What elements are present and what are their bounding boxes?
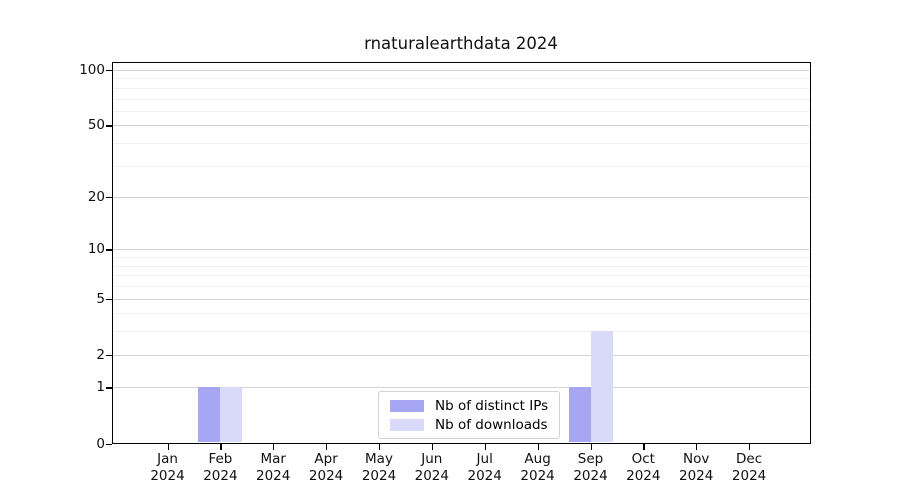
x-tick-label: Nov 2024 bbox=[651, 451, 741, 485]
bar-downloads bbox=[220, 387, 243, 443]
gridline-minor bbox=[113, 265, 809, 267]
x-tick-label: May 2024 bbox=[334, 451, 424, 485]
y-tick-label: 20 bbox=[87, 189, 105, 206]
x-tick bbox=[326, 444, 328, 450]
x-tick bbox=[431, 444, 434, 450]
x-tick bbox=[696, 444, 698, 450]
bar-distinct-ips bbox=[568, 387, 591, 443]
gridline-minor bbox=[113, 143, 809, 144]
x-tick-year: 2024 bbox=[308, 468, 344, 484]
x-tick-month: Apr bbox=[314, 451, 338, 467]
gridline-major bbox=[113, 197, 809, 199]
x-tick bbox=[167, 444, 169, 450]
x-tick-month: Aug bbox=[524, 451, 551, 467]
y-tick-label: 0 bbox=[96, 435, 105, 452]
y-tick bbox=[106, 443, 112, 445]
legend-swatch-downloads bbox=[390, 418, 424, 431]
gridline-minor bbox=[113, 286, 809, 287]
x-tick bbox=[273, 444, 275, 450]
x-tick-month: Jan bbox=[157, 451, 178, 467]
x-tick-label: Jul 2024 bbox=[440, 451, 530, 485]
y-tick bbox=[106, 70, 112, 72]
x-tick-label: Aug 2024 bbox=[493, 451, 583, 485]
gridline-minor bbox=[113, 165, 809, 167]
chart-title: rnaturalearthdata 2024 bbox=[364, 34, 558, 53]
x-tick bbox=[379, 444, 381, 450]
y-tick bbox=[106, 197, 112, 199]
x-tick-year: 2024 bbox=[573, 468, 608, 484]
y-tick bbox=[106, 249, 112, 251]
x-tick bbox=[749, 444, 751, 450]
legend-label-distinct-ips: Nb of distinct IPs bbox=[435, 397, 549, 414]
gridline-major bbox=[113, 298, 809, 300]
x-tick-year: 2024 bbox=[731, 468, 767, 484]
legend-row-downloads: Nb of downloads bbox=[390, 416, 548, 433]
x-tick-year: 2024 bbox=[626, 468, 661, 484]
gridline-major bbox=[113, 125, 809, 127]
x-tick-month: Oct bbox=[631, 451, 655, 467]
x-tick-label: Apr 2024 bbox=[281, 451, 371, 485]
y-tick-label: 2 bbox=[96, 346, 105, 363]
x-tick bbox=[220, 444, 222, 450]
y-tick bbox=[106, 125, 112, 127]
gridline-minor bbox=[113, 98, 809, 100]
x-tick-month: Jun bbox=[421, 451, 443, 467]
x-tick-month: Jul bbox=[476, 451, 493, 467]
x-tick bbox=[643, 444, 645, 450]
gridline-minor bbox=[113, 331, 809, 333]
x-tick-label: Mar 2024 bbox=[228, 451, 318, 485]
gridline-minor bbox=[113, 275, 809, 277]
x-tick-year: 2024 bbox=[256, 468, 291, 484]
x-tick-month: Sep bbox=[577, 451, 604, 467]
gridline-major bbox=[113, 354, 809, 356]
bar-downloads bbox=[590, 331, 613, 443]
legend-swatch-distinct-ips bbox=[390, 399, 424, 412]
gridline-major bbox=[113, 70, 809, 71]
x-tick-month: May bbox=[365, 451, 393, 467]
y-tick-label: 100 bbox=[79, 62, 105, 78]
gridline-minor bbox=[113, 257, 809, 259]
x-tick-label: Oct 2024 bbox=[598, 451, 688, 485]
y-tick bbox=[106, 298, 112, 300]
x-tick-label: Jun 2024 bbox=[387, 451, 477, 485]
legend-row-distinct-ips: Nb of distinct IPs bbox=[390, 397, 548, 414]
x-tick-year: 2024 bbox=[520, 468, 555, 484]
x-tick-year: 2024 bbox=[203, 468, 238, 484]
x-tick-label: Feb 2024 bbox=[175, 451, 265, 485]
x-tick-year: 2024 bbox=[414, 468, 449, 484]
x-tick bbox=[590, 444, 592, 450]
x-tick-year: 2024 bbox=[467, 468, 502, 484]
legend-label-downloads: Nb of downloads bbox=[435, 416, 548, 433]
gridline-minor bbox=[113, 313, 809, 315]
x-tick bbox=[484, 444, 486, 450]
x-tick-year: 2024 bbox=[150, 468, 185, 484]
x-tick-year: 2024 bbox=[361, 468, 397, 484]
y-tick bbox=[106, 387, 112, 389]
gridline-minor bbox=[113, 110, 809, 112]
y-tick-label: 5 bbox=[96, 290, 105, 307]
x-tick-month: Nov bbox=[683, 451, 710, 467]
y-tick-label: 50 bbox=[87, 117, 105, 134]
x-tick-label: Sep 2024 bbox=[546, 451, 636, 485]
x-tick-month: Feb bbox=[208, 451, 233, 467]
x-tick-year: 2024 bbox=[679, 468, 714, 484]
bar-distinct-ips bbox=[198, 387, 221, 443]
x-tick-month: Dec bbox=[736, 451, 763, 467]
x-tick bbox=[537, 444, 539, 450]
legend: Nb of distinct IPs Nb of downloads bbox=[378, 391, 561, 439]
x-tick-label: Dec 2024 bbox=[704, 451, 794, 485]
gridline-major bbox=[113, 387, 809, 389]
x-tick-label: Jan 2024 bbox=[123, 451, 213, 485]
gridline-major bbox=[113, 249, 809, 251]
y-tick-label: 10 bbox=[87, 241, 105, 258]
y-tick bbox=[106, 354, 112, 356]
gridline-minor bbox=[113, 87, 809, 89]
gridline-minor bbox=[113, 78, 809, 80]
y-tick-label: 1 bbox=[96, 379, 105, 396]
x-tick-month: Mar bbox=[260, 451, 286, 467]
